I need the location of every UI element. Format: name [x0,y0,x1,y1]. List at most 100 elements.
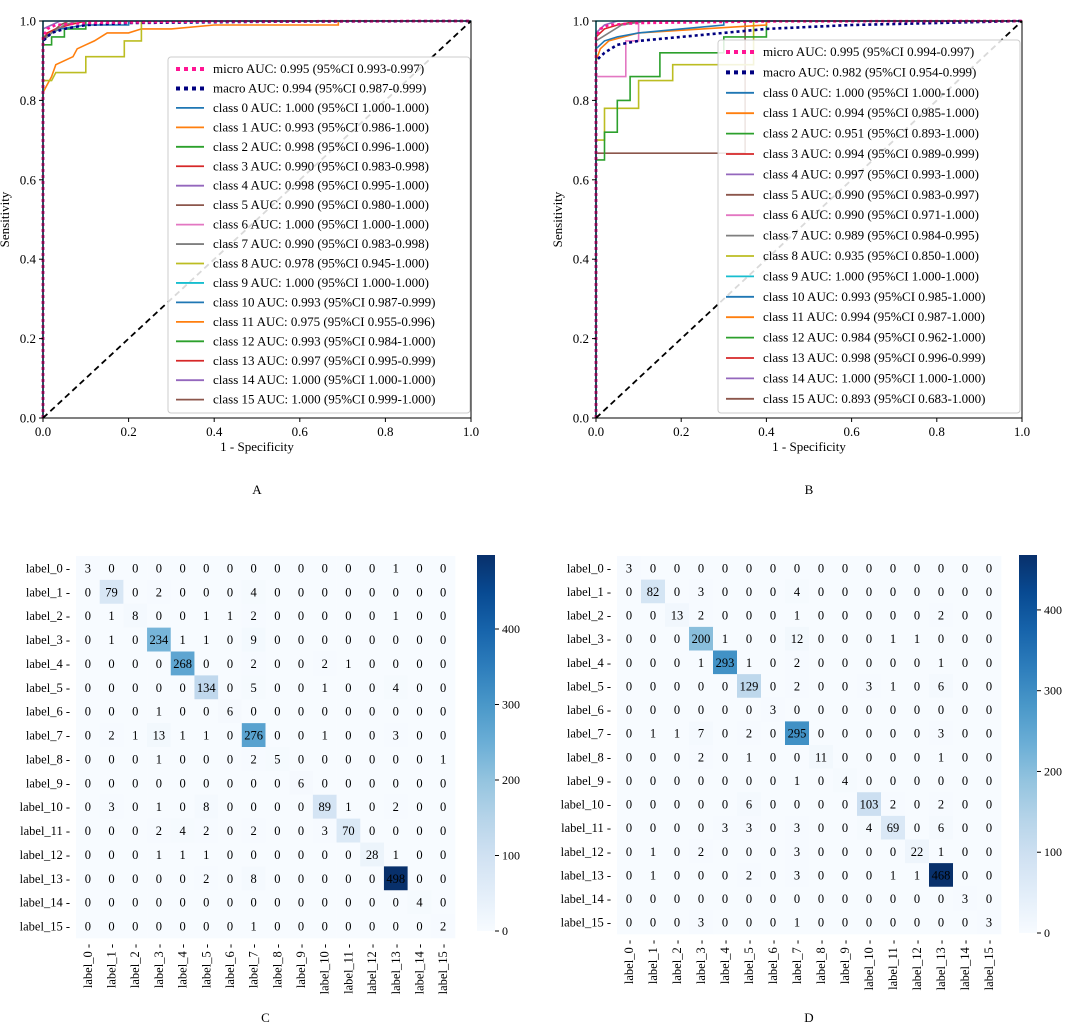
cell [336,603,361,628]
cell [953,721,978,746]
cell [76,627,100,652]
cell-value: 79 [105,585,118,599]
cell [336,842,361,867]
column-label: label_12 - [910,940,924,990]
cell [881,650,906,675]
cell [360,579,385,605]
cell-value: 0 [108,776,114,790]
cell [147,579,172,605]
cell [737,768,762,793]
cell-value: 0 [132,848,138,862]
cell [929,650,954,675]
cell-value: 0 [85,872,91,886]
cell-value: 0 [227,681,233,695]
cell-value: 0 [179,705,185,719]
cell [737,815,762,840]
cell-value: 0 [842,821,848,835]
cell-value: 0 [842,750,848,764]
cell [99,603,124,628]
cell-value: 0 [866,727,872,741]
cell [431,914,456,939]
cell-value: 0 [818,892,824,906]
cell [194,842,219,867]
legend-entry-0: micro AUC: 0.995 (95%CI 0.993-0.997) [213,61,424,76]
legend-box [717,39,1021,414]
cell-value: 0 [842,892,848,906]
confusion-matrix-c: 3 0 0 0 0 0 0 0 0 0 0 0 0 1 0 00 79 0 2 0 0 0 4 0 0 0 0 0 0 0 00 1 8 0 0 1 1… [20,555,520,1025]
cell-value: 2 [794,679,800,693]
cell-value: 0 [746,632,752,646]
cell-value: 0 [345,609,351,623]
cell [857,792,882,817]
legend-entry-3: class 1 AUC: 0.993 (95%CI 0.986-1.000) [213,119,429,134]
cell [123,747,148,772]
colorbar-tick-label: 100 [1044,845,1062,859]
column-label: label_2 - [128,944,142,988]
row-label: label_11 - [20,824,70,838]
cell-value: 0 [842,632,848,646]
cell-value: 0 [322,609,328,623]
cell [289,556,314,581]
cell [929,674,954,699]
cell-value: 0 [698,868,704,882]
cell-value: 0 [914,916,920,930]
legend-entry-8: class 6 AUC: 0.990 (95%CI 0.971-1.000) [763,207,979,222]
cell [737,603,762,628]
cell [170,770,195,796]
cell-value: 8 [251,872,257,886]
column-label: label_14 - [958,940,972,990]
cell [99,699,124,724]
cell [929,603,954,628]
cell [383,603,408,628]
cell-value: 0 [914,679,920,693]
cell-value: 0 [416,776,422,790]
cell-value: 134 [197,681,217,695]
cell-value: 0 [416,633,422,647]
cell [170,747,195,772]
cell [76,890,100,915]
panel-label: B [805,482,814,497]
cell [617,886,642,911]
cell [99,723,124,748]
cell [929,863,954,888]
cell [123,699,148,724]
cell [360,770,385,796]
cell [641,579,666,604]
cell-value: 0 [322,561,328,575]
cell [241,914,266,939]
column-label: label_4 - [718,940,732,984]
column-label: label_15 - [436,944,450,994]
cell [265,651,290,676]
cell-value: 0 [274,633,280,647]
cell-value: 0 [369,872,375,886]
cell [336,699,361,724]
cell [617,721,642,746]
cell [857,674,882,699]
y-tick-label: 0.8 [20,93,36,108]
cell-value: 0 [770,609,776,623]
column-label: label_12 - [365,944,379,994]
cell [123,723,148,748]
cell-value: 0 [203,585,209,599]
cell-value: 3 [794,845,800,859]
cell-value: 0 [274,681,280,695]
cell [665,886,690,911]
cell-value: 0 [962,703,968,717]
cell-value: 0 [298,872,304,886]
cell [857,556,882,580]
legend-entry-16: class 14 AUC: 1.000 (95%CI 1.000-1.000) [213,372,435,387]
cell [336,794,361,819]
cell-value: 1 [251,920,257,934]
cell-value: 1 [890,868,896,882]
legend-entry-2: class 0 AUC: 1.000 (95%CI 1.000-1.000) [213,100,429,115]
x-tick-label: 1.0 [463,424,479,439]
cell-value: 1 [938,656,944,670]
cell-value: 0 [914,727,920,741]
cell [881,721,906,746]
y-tick-label: 1.0 [20,14,36,29]
cell [336,914,361,939]
cell-value: 0 [722,561,728,575]
cell-value: 0 [416,585,422,599]
cell [905,768,930,793]
column-label: label_0 - [81,944,95,988]
